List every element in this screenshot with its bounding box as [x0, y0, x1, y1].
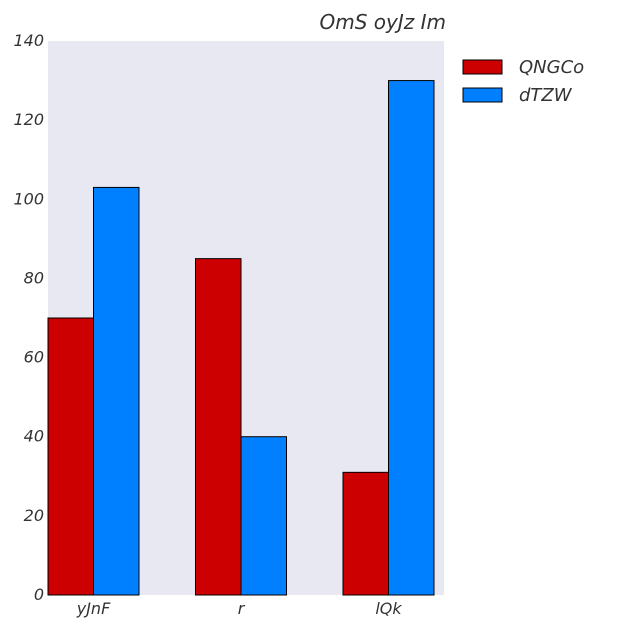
bar-QNGCo-yJnF: [47, 317, 94, 596]
legend: QNGCo dTZW: [462, 57, 584, 106]
x-tick-label: yJnF: [76, 599, 111, 618]
bar-dTZW-yJnF: [93, 186, 140, 596]
y-tick-label: 140: [13, 31, 44, 50]
y-tick-label: 0: [34, 585, 44, 604]
y-tick-label: 100: [13, 189, 44, 208]
legend-swatch-dTZW: [462, 87, 503, 103]
x-tick-label: r: [238, 599, 246, 618]
bar-dTZW-lQk: [388, 80, 435, 596]
legend-swatch-QNGCo: [462, 59, 503, 75]
bar-dTZW-r: [240, 436, 287, 596]
bar-QNGCo-lQk: [342, 471, 389, 596]
y-tick-label: 120: [13, 110, 44, 129]
legend-label-dTZW: dTZW: [519, 85, 573, 106]
bar-QNGCo-r: [195, 258, 242, 596]
y-tick-label: 20: [24, 506, 44, 525]
y-tick-label: 60: [24, 348, 44, 367]
y-tick-label: 80: [24, 268, 44, 287]
x-tick-label: lQk: [375, 599, 402, 618]
bars-group: [47, 80, 435, 596]
y-tick-label: 40: [24, 427, 44, 446]
y-axis: 0 20 40 60 80 100 120 140: [13, 31, 44, 604]
chart-title: OmS oyJz Im: [320, 10, 446, 34]
legend-label-QNGCo: QNGCo: [519, 57, 584, 78]
x-axis: yJnF r lQk: [76, 599, 403, 618]
